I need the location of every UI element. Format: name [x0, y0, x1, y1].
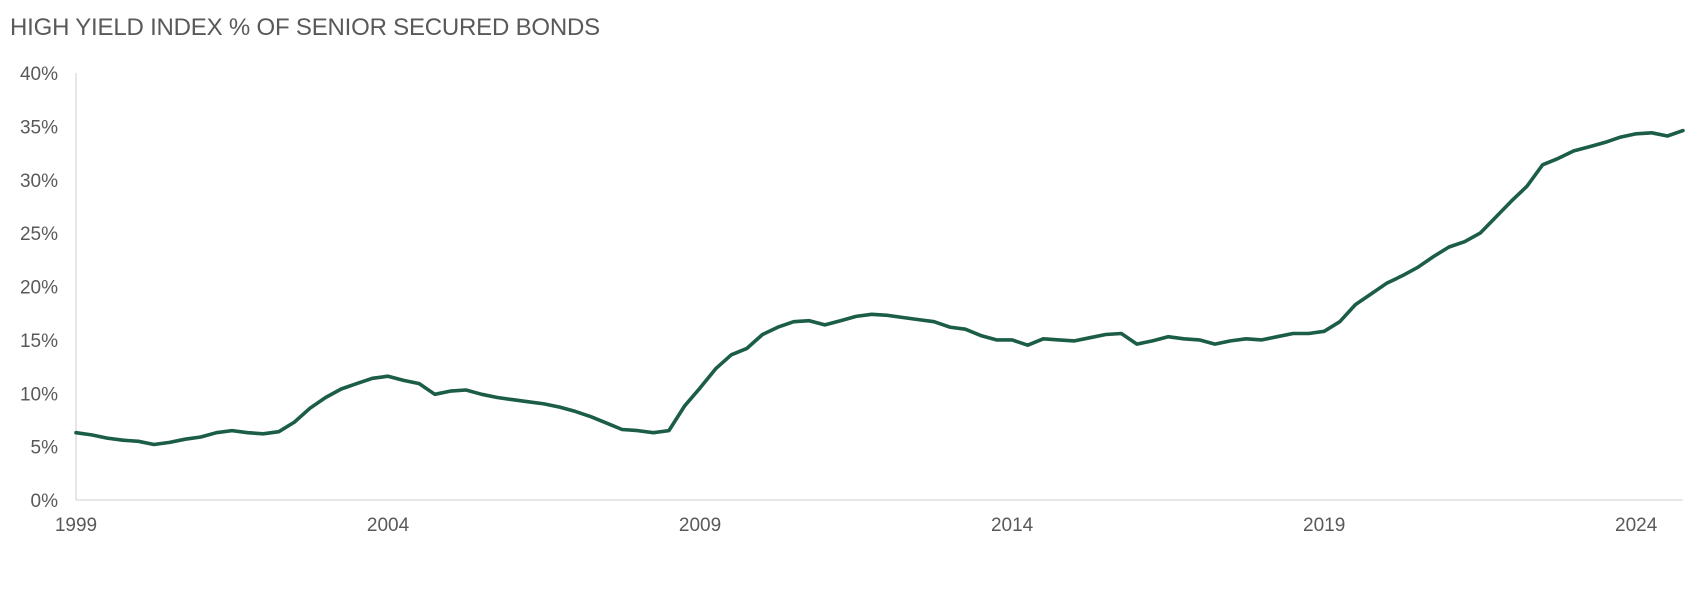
chart-title: HIGH YIELD INDEX % OF SENIOR SECURED BON…	[10, 14, 600, 41]
y-tick-label: 35%	[20, 117, 58, 138]
y-axis-ticks: 0% 5% 10% 15% 20% 25% 30% 35% 40%	[20, 64, 58, 512]
series-line	[74, 128, 1685, 447]
x-tick-label: 2009	[679, 515, 721, 536]
x-tick-label: 2014	[991, 515, 1034, 536]
y-tick-label: 20%	[20, 278, 58, 299]
y-tick-label: 30%	[20, 171, 58, 192]
x-tick-label: 1999	[55, 515, 97, 536]
x-tick-label: 2004	[367, 515, 410, 536]
y-tick-label: 5%	[31, 438, 59, 459]
x-tick-label: 2024	[1615, 515, 1658, 536]
y-tick-label: 0%	[31, 491, 59, 512]
y-tick-label: 10%	[20, 384, 58, 405]
y-tick-label: 25%	[20, 224, 58, 245]
x-axis-ticks: 1999 2004 2009 2014 2019 2024	[55, 515, 1658, 536]
x-tick-label: 2019	[1303, 515, 1345, 536]
y-tick-label: 40%	[20, 64, 58, 85]
y-tick-label: 15%	[20, 331, 58, 352]
